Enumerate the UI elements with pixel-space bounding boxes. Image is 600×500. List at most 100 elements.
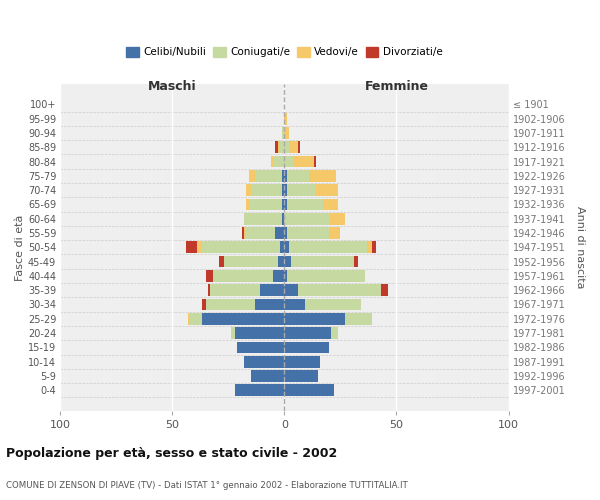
Bar xyxy=(211,284,284,296)
Bar xyxy=(230,327,284,339)
Bar xyxy=(284,113,287,124)
Bar xyxy=(284,113,287,124)
Bar xyxy=(244,356,284,368)
Legend: Celibi/Nubili, Coniugati/e, Vedovi/e, Divorziati/e: Celibi/Nubili, Coniugati/e, Vedovi/e, Di… xyxy=(122,43,446,62)
Bar xyxy=(284,242,372,253)
Bar xyxy=(284,327,331,339)
Bar xyxy=(247,227,284,239)
Bar xyxy=(284,256,358,268)
Bar xyxy=(238,342,284,353)
Bar xyxy=(248,170,284,181)
Y-axis label: Anni di nascita: Anni di nascita xyxy=(575,206,585,288)
Bar xyxy=(284,356,320,368)
Bar xyxy=(284,270,365,282)
Bar xyxy=(284,227,340,239)
Bar xyxy=(247,198,284,210)
Bar xyxy=(284,356,320,368)
Bar xyxy=(255,170,284,181)
Bar xyxy=(282,170,284,181)
Bar xyxy=(230,327,284,339)
Bar xyxy=(278,142,284,153)
Bar xyxy=(282,127,284,139)
Bar xyxy=(284,127,289,139)
Bar xyxy=(213,270,284,282)
Bar xyxy=(271,156,284,168)
Bar xyxy=(284,184,338,196)
Bar xyxy=(284,384,334,396)
Bar xyxy=(251,370,284,382)
Bar xyxy=(224,256,284,268)
Bar xyxy=(284,227,329,239)
Bar xyxy=(284,213,329,224)
Bar xyxy=(278,256,284,268)
Bar xyxy=(284,170,336,181)
Bar xyxy=(284,170,309,181)
Bar xyxy=(275,142,284,153)
Bar xyxy=(242,227,284,239)
Bar xyxy=(284,270,287,282)
Bar xyxy=(275,227,284,239)
Bar xyxy=(284,127,289,139)
Bar xyxy=(208,284,284,296)
Y-axis label: Fasce di età: Fasce di età xyxy=(15,214,25,280)
Bar xyxy=(284,313,372,324)
Bar xyxy=(284,213,345,224)
Bar xyxy=(284,242,376,253)
Bar xyxy=(284,342,329,353)
Bar xyxy=(202,242,284,253)
Bar xyxy=(244,356,284,368)
Bar xyxy=(284,170,336,181)
Bar xyxy=(284,156,314,168)
Bar xyxy=(244,213,284,224)
Bar xyxy=(284,384,334,396)
Bar xyxy=(284,198,338,210)
Bar xyxy=(284,327,338,339)
Text: Maschi: Maschi xyxy=(148,80,197,93)
Bar xyxy=(260,284,284,296)
Bar xyxy=(244,227,284,239)
Bar xyxy=(284,256,291,268)
Bar xyxy=(284,242,289,253)
Bar xyxy=(284,356,320,368)
Bar xyxy=(282,127,284,139)
Bar xyxy=(284,270,365,282)
Bar xyxy=(248,198,284,210)
Bar xyxy=(247,184,284,196)
Bar xyxy=(251,184,284,196)
Bar xyxy=(213,270,284,282)
Bar xyxy=(220,256,284,268)
Bar xyxy=(284,256,354,268)
Bar xyxy=(188,313,284,324)
Bar xyxy=(284,156,293,168)
Bar xyxy=(284,227,287,239)
Bar xyxy=(284,284,298,296)
Bar xyxy=(273,156,284,168)
Bar xyxy=(284,370,318,382)
Bar xyxy=(238,342,284,353)
Bar xyxy=(202,313,284,324)
Bar xyxy=(284,298,361,310)
Bar xyxy=(271,156,284,168)
Bar xyxy=(186,242,284,253)
Text: Femmine: Femmine xyxy=(364,80,428,93)
Bar xyxy=(284,284,388,296)
Bar xyxy=(206,298,284,310)
Bar xyxy=(282,184,284,196)
Bar xyxy=(244,213,284,224)
Bar xyxy=(284,184,338,196)
Bar xyxy=(284,242,367,253)
Bar xyxy=(190,313,284,324)
Bar xyxy=(284,370,318,382)
Bar xyxy=(284,298,361,310)
Bar xyxy=(282,127,284,139)
Bar xyxy=(284,198,287,210)
Bar xyxy=(284,356,320,368)
Bar xyxy=(238,342,284,353)
Bar xyxy=(284,298,305,310)
Bar xyxy=(284,370,318,382)
Bar xyxy=(284,142,289,153)
Bar xyxy=(284,298,361,310)
Bar xyxy=(235,384,284,396)
Bar xyxy=(284,198,338,210)
Text: COMUNE DI ZENSON DI PIAVE (TV) - Dati ISTAT 1° gennaio 2002 - Elaborazione TUTTI: COMUNE DI ZENSON DI PIAVE (TV) - Dati IS… xyxy=(6,480,408,490)
